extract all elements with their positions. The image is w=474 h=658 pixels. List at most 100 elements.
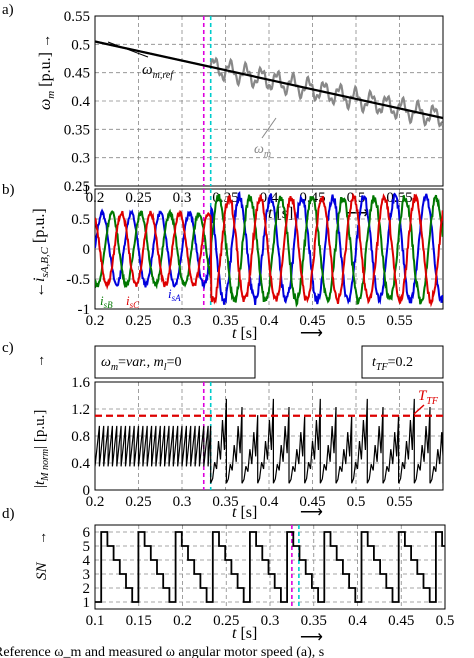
y-tick-label: 0.25 bbox=[64, 179, 90, 195]
x-tick-label: 0.3 bbox=[173, 494, 192, 510]
caption: Reference ω_m and measured ω angular mot… bbox=[0, 645, 324, 658]
x-tick-label: 0.25 bbox=[213, 613, 239, 629]
panel-b-xlabel: t [s] bbox=[232, 325, 257, 342]
y-tick-label: 0.8 bbox=[71, 429, 90, 445]
panel-a-markers bbox=[202, 16, 212, 186]
x-tick-label: 0.45 bbox=[299, 313, 325, 329]
series-wm-ref bbox=[95, 40, 443, 120]
panel-c-yarrow: → bbox=[31, 354, 47, 368]
y-tick-label: 0.3 bbox=[71, 151, 90, 167]
y-tick-label: 0.4 bbox=[71, 94, 90, 110]
panel-d-series bbox=[95, 531, 445, 603]
y-tick-label: 0 bbox=[83, 242, 91, 258]
panel-c-xticks: 0.2 0.25 0.3 0.35 0.4 0.45 0.5 0.55 bbox=[86, 494, 413, 510]
legend-isC: isC bbox=[126, 293, 140, 310]
panel-d-yarrow: → bbox=[33, 531, 49, 545]
panel-b-frame bbox=[94, 188, 444, 310]
x-tick-label: 0.45 bbox=[388, 613, 414, 629]
x-tick-label: 0.2 bbox=[86, 494, 105, 510]
panel-c-yticks: 1.6 1.2 0.8 0.4 0 bbox=[71, 375, 90, 499]
panel-d-ylabel: SN bbox=[34, 562, 50, 581]
y-tick-label: 5 bbox=[83, 539, 91, 555]
y-tick-label: 0.45 bbox=[64, 66, 90, 82]
series-isB bbox=[95, 193, 443, 308]
legend-isA: isA bbox=[168, 286, 181, 303]
y-tick-label: 1 bbox=[83, 182, 91, 198]
info-right: tTF=0.2 bbox=[372, 355, 413, 373]
panel-d-frame bbox=[94, 524, 446, 610]
x-tick-label: 0.3 bbox=[173, 313, 192, 329]
series-isC bbox=[95, 192, 443, 308]
y-tick-label: 1.6 bbox=[71, 375, 90, 391]
panel-d-markers bbox=[291, 525, 300, 609]
annotation-wm-pointer bbox=[261, 117, 277, 139]
y-tick-label: -1 bbox=[78, 302, 91, 318]
x-tick-label: 0.55 bbox=[386, 494, 412, 510]
annotation-wm-ref: ωm,ref bbox=[142, 62, 174, 81]
panel-b-ylabel: ←isA,B,C [p.u.] bbox=[31, 208, 51, 298]
threshold-label: TTF bbox=[418, 388, 439, 407]
x-tick-label: 0.25 bbox=[125, 494, 151, 510]
y-tick-label: 0.55 bbox=[64, 9, 90, 25]
panel-c-xarrow: ⟶ bbox=[300, 504, 323, 521]
info-box-left bbox=[94, 345, 256, 379]
x-tick-label: 0.4 bbox=[260, 494, 279, 510]
info-left: ωm=var., ml=0 bbox=[101, 355, 181, 373]
panel-c-ylabel: |tM norm| [p.u.] bbox=[32, 410, 51, 488]
x-tick-label: 0.2 bbox=[86, 313, 105, 329]
panel-a-yarrow: → bbox=[37, 34, 53, 48]
y-tick-label: 4 bbox=[83, 553, 91, 569]
panel-c-markers bbox=[202, 382, 212, 490]
panel-a-ylabel: ωm [p.u.] bbox=[37, 52, 57, 110]
x-tick-label: 0.15 bbox=[126, 613, 152, 629]
panel-a-series bbox=[95, 40, 443, 128]
x-tick-label: 0.5 bbox=[347, 313, 366, 329]
series-tm-norm bbox=[95, 398, 443, 484]
panel-d-xlabel: t [s] bbox=[232, 625, 257, 642]
x-tick-label: 0.35 bbox=[212, 494, 238, 510]
x-tick-label: 0.5 bbox=[436, 613, 455, 629]
x-tick-label: 0.3 bbox=[261, 613, 280, 629]
panel-c-xlabel: t [s] bbox=[232, 504, 257, 521]
y-tick-label: 3 bbox=[83, 567, 91, 583]
panel-d-label: d) bbox=[2, 506, 15, 522]
panel-b-xticks: 0.2 0.25 0.3 0.35 0.4 0.45 0.5 0.55 bbox=[86, 313, 413, 329]
y-tick-label: -0.5 bbox=[66, 272, 90, 288]
x-tick-label: 0.4 bbox=[260, 313, 279, 329]
x-tick-label: 0.1 bbox=[86, 613, 105, 629]
panel-c: c) ωm=var., ml=0 tTF=0.2 1.6 1.2 0.8 0.4 0 0… bbox=[2, 340, 444, 521]
panel-b: b) 1 0.5 0 -0.5 -1 0.2 0.25 0.3 0.35 0.4 0.45 0.5 0… bbox=[2, 182, 444, 342]
y-tick-label: 2 bbox=[83, 581, 91, 597]
panel-c-label: c) bbox=[2, 340, 14, 356]
panel-c-series bbox=[95, 398, 443, 484]
x-tick-label: 0.4 bbox=[348, 613, 367, 629]
series-sn bbox=[95, 531, 445, 603]
y-tick-label: 1.2 bbox=[71, 402, 90, 418]
y-tick-label: 0.35 bbox=[64, 122, 90, 138]
panel-d-xticks: 0.1 0.15 0.2 0.25 0.3 0.35 0.4 0.45 0.5 bbox=[86, 613, 455, 629]
x-tick-label: 0.35 bbox=[301, 613, 327, 629]
y-tick-label: 0.4 bbox=[71, 456, 90, 472]
x-tick-label: 0.2 bbox=[173, 613, 192, 629]
panel-a-xlabel: t [s] bbox=[268, 205, 293, 222]
panel-a-yticks: 0.55 0.5 0.45 0.4 0.35 0.3 0.25 bbox=[64, 9, 91, 195]
y-tick-label: 6 bbox=[83, 525, 91, 541]
x-tick-label: 0.45 bbox=[299, 494, 325, 510]
x-tick-label: 0.35 bbox=[212, 313, 238, 329]
y-tick-label: 0.5 bbox=[71, 37, 90, 53]
y-tick-label: 0 bbox=[83, 483, 91, 499]
annotation-wm-ref-pointer bbox=[107, 41, 149, 58]
y-tick-label: 0.5 bbox=[71, 212, 90, 228]
legend-isB: isB bbox=[100, 293, 113, 310]
threshold-pointer bbox=[413, 404, 425, 415]
panel-b-series bbox=[95, 190, 443, 308]
panel-b-label: b) bbox=[2, 182, 15, 198]
x-tick-label: 0.5 bbox=[347, 494, 366, 510]
panel-d-xarrow: ⟶ bbox=[300, 629, 323, 646]
panel-a-frame bbox=[94, 15, 444, 187]
panel-b-xarrow: ⟶ bbox=[300, 325, 323, 342]
x-tick-label: 0.25 bbox=[125, 313, 151, 329]
